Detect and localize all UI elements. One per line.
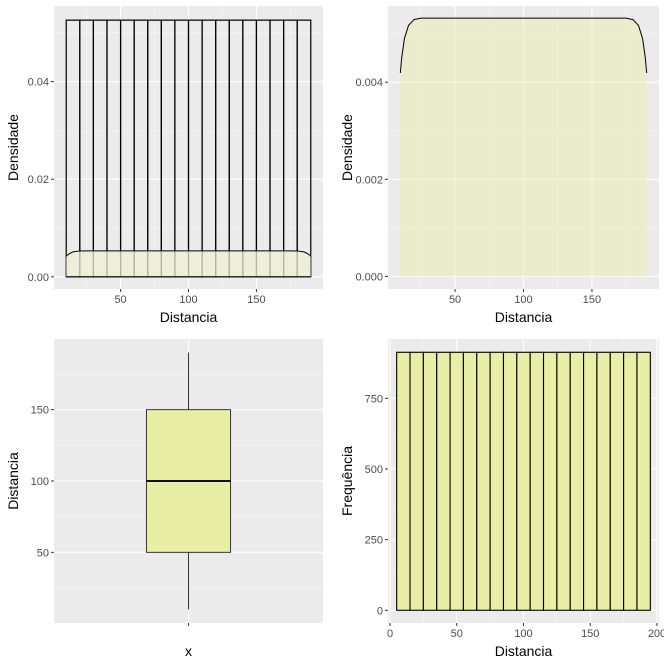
x-axis-title: Distancia [495,643,553,659]
x-tick-label: 50 [449,294,461,306]
histogram-bar [462,351,478,611]
x-tick-label: 100 [179,294,197,306]
y-axis-title: Frequência [339,446,355,516]
histogram-bar [623,351,638,611]
y-tick-label: 0.02 [28,174,49,186]
x-tick-label: 100 [514,294,532,306]
y-axis-title: Distancia [5,452,21,510]
histogram-bar [542,351,558,611]
histogram-bar [476,351,491,611]
x-tick-label: 50 [114,294,126,306]
x-tick-label: 150 [581,628,599,640]
density-area [400,18,647,277]
histogram-bar [556,351,571,611]
density-line [399,17,648,74]
y-tick-label: 250 [365,535,383,547]
x-tick-label: 200 [648,628,664,640]
y-tick-label: 150 [31,405,49,417]
axes-2: 0.000 0.002 0.004 50 100 150 Distancia Densidad… [339,77,601,325]
density-line [65,250,312,257]
x-tick-label: 0 [387,628,393,640]
y-tick-label: 100 [31,476,49,488]
axes-1: 0.00 0.02 0.04 50 100 150 Distancia Densidade [5,77,266,325]
histogram-bar [489,351,505,611]
panel-2 [388,6,659,289]
y-tick-label: 750 [365,393,383,405]
x-tick-label: 100 [514,628,532,640]
histogram-bar [409,351,424,611]
axes-4: 0 250 500 750 0 50 100 150 200 Distancia Frequênci… [339,393,664,659]
histogram-bar [569,351,585,611]
plot-histogram-density [65,19,312,278]
histogram-bar [502,351,518,611]
density-area [66,250,311,277]
x-axis-title: x [185,643,192,659]
histogram-bar [516,351,531,611]
y-tick-label: 0.002 [355,174,383,186]
x-axis-title: Distancia [495,309,553,325]
histogram-bar [436,351,451,611]
histogram-bar [529,351,545,611]
histogram-bar [596,351,611,611]
plot-boxplot [145,352,232,610]
y-axis-title: Densidade [339,114,355,181]
histogram-bar [636,351,651,611]
y-tick-label: 50 [37,547,49,559]
x-axis-title: Distancia [160,309,218,325]
axes-3: 50 100 150 x Distancia [5,405,192,659]
y-axis-title: Densidade [5,114,21,181]
histogram-bar [583,351,598,611]
y-tick-label: 0.004 [355,77,383,89]
y-tick-label: 0.00 [28,272,49,284]
histogram-bar [396,351,411,611]
y-tick-label: 0 [377,605,383,617]
plot-histogram-frequency [396,351,651,611]
plot-density [399,17,648,277]
y-tick-label: 0.000 [355,271,383,283]
y-tick-label: 500 [365,464,383,476]
x-tick-label: 50 [451,628,463,640]
histogram-bar [449,351,464,611]
x-tick-label: 150 [247,294,265,306]
histogram-bar [609,351,625,611]
y-tick-label: 0.04 [28,77,49,89]
x-tick-label: 150 [583,294,601,306]
histogram-bar [422,351,438,611]
